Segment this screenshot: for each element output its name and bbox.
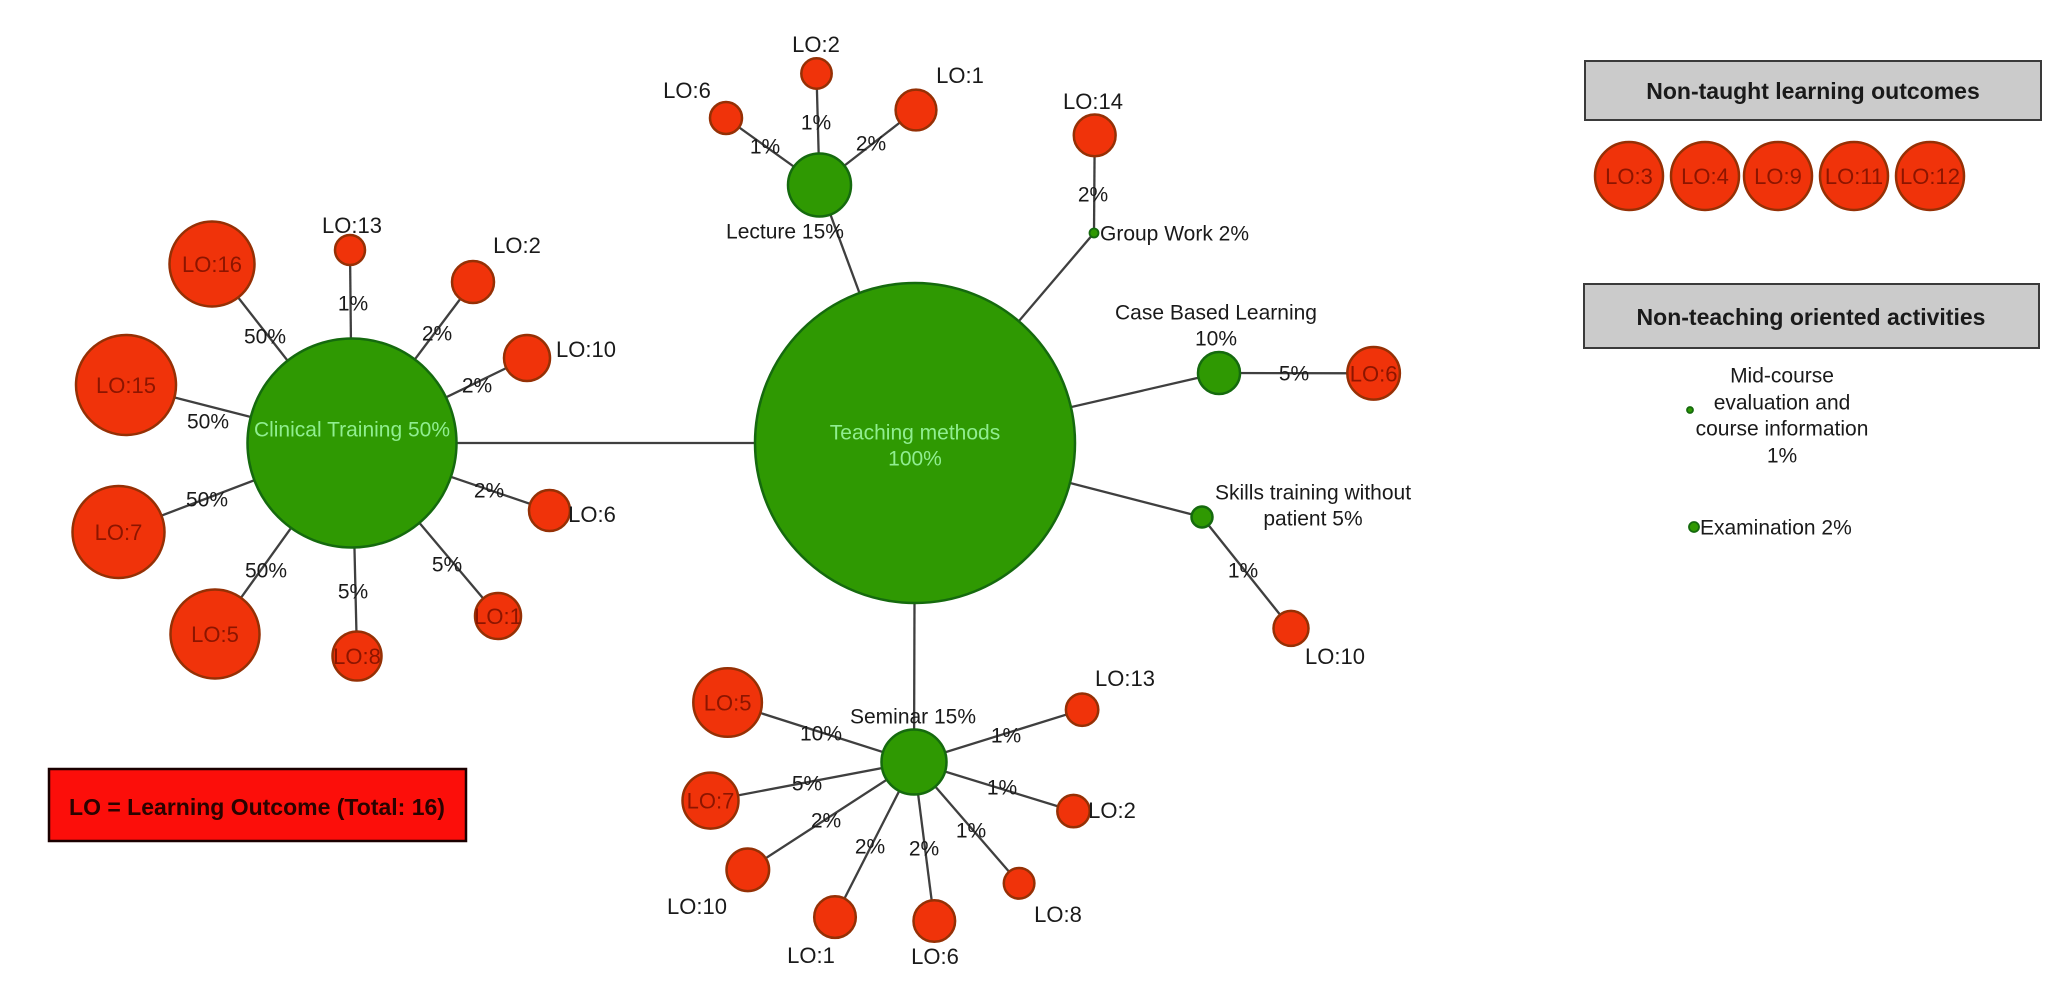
svg-text:LO:3: LO:3 bbox=[1605, 164, 1653, 189]
svg-text:Clinical Training 50%: Clinical Training 50% bbox=[254, 419, 450, 442]
svg-text:2%: 2% bbox=[462, 375, 492, 398]
svg-text:LO:1: LO:1 bbox=[787, 943, 835, 968]
svg-text:LO:13: LO:13 bbox=[322, 213, 382, 238]
svg-text:1%: 1% bbox=[750, 136, 780, 159]
svg-text:2%: 2% bbox=[856, 133, 886, 156]
svg-text:LO:6: LO:6 bbox=[1350, 361, 1398, 386]
svg-text:Teaching methods: Teaching methods bbox=[830, 422, 1000, 445]
svg-text:50%: 50% bbox=[186, 489, 228, 512]
svg-text:10%: 10% bbox=[1195, 328, 1237, 351]
svg-text:LO:9: LO:9 bbox=[1754, 164, 1802, 189]
svg-text:evaluation and: evaluation and bbox=[1714, 392, 1851, 415]
svg-text:Non-taught learning outcomes: Non-taught learning outcomes bbox=[1646, 78, 1980, 104]
svg-text:1%: 1% bbox=[987, 777, 1017, 800]
svg-text:LO:16: LO:16 bbox=[182, 252, 242, 277]
svg-text:LO:6: LO:6 bbox=[663, 78, 711, 103]
svg-text:LO:2: LO:2 bbox=[792, 32, 840, 57]
svg-text:LO:11: LO:11 bbox=[1825, 164, 1883, 189]
svg-text:LO:1: LO:1 bbox=[474, 604, 522, 629]
svg-text:10%: 10% bbox=[800, 723, 842, 746]
svg-text:Skills training without: Skills training without bbox=[1215, 482, 1411, 505]
svg-text:LO:10: LO:10 bbox=[667, 894, 727, 919]
svg-text:50%: 50% bbox=[187, 411, 229, 434]
svg-text:LO:6: LO:6 bbox=[568, 502, 616, 527]
svg-text:1%: 1% bbox=[1767, 445, 1797, 468]
svg-text:50%: 50% bbox=[245, 560, 287, 583]
svg-text:5%: 5% bbox=[792, 773, 822, 796]
svg-text:1%: 1% bbox=[991, 725, 1021, 748]
svg-text:Mid-course: Mid-course bbox=[1730, 365, 1834, 388]
svg-text:patient 5%: patient 5% bbox=[1263, 508, 1362, 531]
svg-text:LO:2: LO:2 bbox=[493, 233, 541, 258]
svg-text:2%: 2% bbox=[909, 838, 939, 861]
svg-text:Group Work 2%: Group Work 2% bbox=[1100, 223, 1249, 246]
svg-text:5%: 5% bbox=[1279, 363, 1309, 386]
svg-text:2%: 2% bbox=[1078, 184, 1108, 207]
svg-text:Lecture 15%: Lecture 15% bbox=[726, 221, 844, 244]
svg-text:LO:5: LO:5 bbox=[704, 691, 752, 716]
svg-text:1%: 1% bbox=[338, 293, 368, 316]
svg-text:LO:4: LO:4 bbox=[1681, 164, 1729, 189]
svg-text:1%: 1% bbox=[1228, 560, 1258, 583]
svg-text:LO:12: LO:12 bbox=[1900, 164, 1960, 189]
svg-text:Seminar 15%: Seminar 15% bbox=[850, 706, 976, 729]
svg-text:Examination 2%: Examination 2% bbox=[1700, 517, 1852, 540]
svg-text:LO:13: LO:13 bbox=[1095, 666, 1155, 691]
svg-text:LO:1: LO:1 bbox=[936, 63, 984, 88]
svg-text:LO:7: LO:7 bbox=[95, 520, 143, 545]
svg-text:LO:6: LO:6 bbox=[911, 944, 959, 969]
svg-text:LO:10: LO:10 bbox=[1305, 644, 1365, 669]
svg-text:1%: 1% bbox=[801, 112, 831, 135]
svg-text:LO:14: LO:14 bbox=[1063, 89, 1123, 114]
svg-text:Case Based Learning: Case Based Learning bbox=[1115, 302, 1317, 325]
svg-text:100%: 100% bbox=[888, 448, 942, 471]
svg-text:2%: 2% bbox=[811, 810, 841, 833]
svg-text:2%: 2% bbox=[855, 836, 885, 859]
svg-text:LO:5: LO:5 bbox=[191, 622, 239, 647]
svg-text:course information: course information bbox=[1696, 418, 1869, 441]
svg-text:LO:15: LO:15 bbox=[96, 373, 156, 398]
svg-text:50%: 50% bbox=[244, 326, 286, 349]
svg-text:5%: 5% bbox=[338, 581, 368, 604]
svg-text:LO:8: LO:8 bbox=[333, 644, 381, 669]
svg-text:LO:8: LO:8 bbox=[1034, 902, 1082, 927]
svg-text:LO = Learning Outcome (Total:: LO = Learning Outcome (Total: 16) bbox=[69, 794, 445, 820]
svg-text:LO:10: LO:10 bbox=[556, 337, 616, 362]
svg-text:LO:2: LO:2 bbox=[1088, 798, 1136, 823]
svg-text:LO:7: LO:7 bbox=[687, 789, 735, 814]
svg-text:2%: 2% bbox=[474, 480, 504, 503]
svg-text:Non-teaching oriented activiti: Non-teaching oriented activities bbox=[1637, 304, 1986, 330]
svg-text:2%: 2% bbox=[422, 323, 452, 346]
svg-text:5%: 5% bbox=[432, 554, 462, 577]
svg-text:1%: 1% bbox=[956, 820, 986, 843]
